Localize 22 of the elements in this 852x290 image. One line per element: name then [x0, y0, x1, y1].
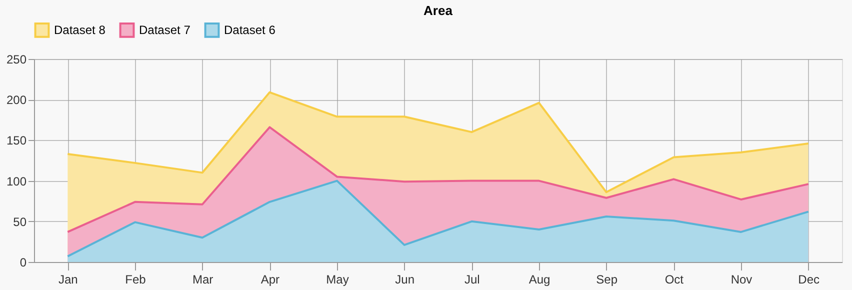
y-tick-label: 250 — [6, 52, 27, 66]
x-tick-label: Mar — [192, 272, 214, 286]
x-tick-label: Apr — [260, 272, 280, 286]
legend-label: Dataset 6 — [224, 23, 276, 38]
x-tick-label: Sep — [596, 272, 618, 286]
y-tick-label: 200 — [6, 93, 27, 108]
x-tick-label: Jun — [395, 272, 415, 286]
y-tick-label: 150 — [6, 134, 27, 148]
y-tick-label: 50 — [13, 214, 27, 229]
x-tick-label: Jan — [58, 272, 78, 286]
y-tick-label: 0 — [20, 256, 27, 270]
x-tick-label: Dec — [798, 272, 820, 286]
x-tick-label: May — [326, 272, 349, 286]
x-tick-label: Oct — [664, 272, 684, 286]
y-tick-label: 100 — [6, 174, 27, 188]
x-tick-label: Jul — [464, 272, 480, 286]
x-tick-label: Feb — [125, 272, 146, 286]
legend-label: Dataset 7 — [139, 23, 191, 38]
x-tick-label: Nov — [730, 272, 752, 286]
x-tick-label: Aug — [528, 272, 550, 286]
chart-title: Area — [424, 3, 454, 18]
legend-label: Dataset 8 — [54, 23, 106, 38]
